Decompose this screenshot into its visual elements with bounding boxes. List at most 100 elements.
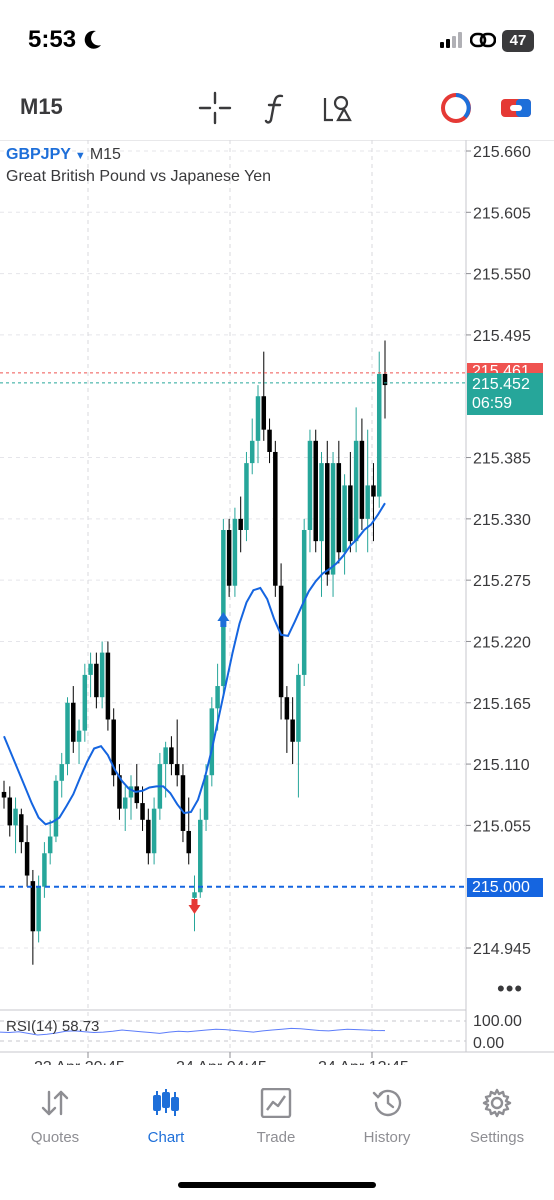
price-tick-label: 215.165 (473, 696, 531, 713)
rsi-tick-label: 0.00 (473, 1035, 504, 1052)
function-icon[interactable] (258, 90, 294, 126)
candle-body (36, 886, 41, 932)
price-chart[interactable]: 215.660 215.605 215.550 215.495 215.385 215.3… (0, 140, 554, 1065)
chart-toolbar: M15 (0, 80, 554, 138)
candle-body (284, 697, 290, 720)
tab-label: Trade (256, 1129, 296, 1146)
candle-body (359, 440, 365, 519)
candle-body (186, 830, 191, 854)
tab-quotes[interactable]: Quotes (5, 1088, 105, 1146)
rsi-line (0, 1027, 386, 1036)
candle-body (19, 814, 24, 843)
level-price-tag[interactable]: 215.000 (467, 878, 543, 897)
rsi-label: RSI(14) 58.73 (6, 1018, 99, 1035)
candle-body (111, 719, 116, 776)
symbol-description: Great British Pound vs Japanese Yen (6, 168, 272, 185)
bid-price: 215.452 (472, 376, 530, 393)
tab-label: History (363, 1129, 411, 1146)
candle-body (146, 819, 151, 854)
price-tick-label: 214.945 (473, 941, 531, 958)
candle-body (244, 463, 249, 530)
moon-icon (84, 30, 101, 49)
candle-body (42, 853, 47, 887)
status-time: 5:53 (28, 26, 77, 53)
candle-body (7, 797, 13, 826)
tab-history[interactable]: History (337, 1088, 437, 1146)
tab-chart[interactable]: Chart (116, 1088, 216, 1146)
timer-icon[interactable] (438, 90, 474, 126)
candle-body (198, 819, 203, 893)
candle-body (203, 775, 209, 820)
candle-body (174, 764, 180, 776)
price-tick-label: 215.660 (473, 144, 531, 161)
candle-body (88, 663, 93, 675)
price-tick-label: 215.330 (473, 512, 531, 529)
link-icon (470, 32, 496, 48)
bar-countdown: 06:59 (472, 395, 513, 412)
crosshair-icon[interactable] (197, 90, 233, 126)
candle-body (365, 485, 370, 519)
candle-body (325, 463, 330, 575)
candle-body (330, 463, 336, 575)
time-tick-label: 24 Apr 12:45 (318, 1059, 409, 1065)
timeframe-selector[interactable]: M15 (20, 94, 63, 119)
battery-indicator: 47 (502, 30, 534, 52)
candle-body (336, 463, 342, 553)
signal-icon (440, 32, 462, 48)
candle-body (249, 440, 255, 464)
candle-body (169, 747, 174, 765)
candle-body (261, 396, 267, 430)
candle-body (353, 440, 359, 542)
price-tick-label: 215.385 (473, 451, 531, 468)
trade-icon (260, 1087, 292, 1119)
tab-trade[interactable]: Trade (226, 1087, 326, 1146)
objects-icon[interactable] (320, 90, 356, 126)
caret-down-icon[interactable]: ▼ (74, 150, 86, 162)
candle-body (105, 652, 111, 720)
candle-body (30, 881, 36, 932)
buy-arrow-icon (217, 612, 230, 627)
tab-label: Chart (147, 1129, 185, 1146)
gear-icon (482, 1088, 512, 1118)
candle-body (319, 463, 324, 542)
home-indicator (178, 1182, 376, 1188)
candle-body (192, 892, 197, 898)
candle-body (278, 585, 284, 698)
candle-body (180, 775, 186, 831)
candle-body (76, 730, 82, 742)
moving-average-line (3, 502, 386, 826)
bid-price-tag: 215.452 06:59 (467, 373, 543, 415)
rsi-tick-label: 100.00 (473, 1013, 522, 1030)
candle-body (13, 808, 18, 826)
candle-body (348, 485, 353, 542)
candle-body (140, 803, 145, 820)
quotes-icon (41, 1090, 69, 1116)
candle-body (71, 702, 76, 742)
candle-body (313, 440, 318, 542)
price-tick-label: 215.220 (473, 634, 531, 651)
time-tick-label: 24 Apr 04:45 (176, 1059, 267, 1065)
candle-body (376, 373, 382, 497)
candle-body (151, 808, 157, 854)
symbol-name[interactable]: GBPJPY (6, 146, 71, 163)
candle-body (226, 529, 232, 586)
candle-body (307, 440, 313, 530)
candle-body (134, 786, 140, 804)
candle-body (59, 764, 64, 781)
candle-body (122, 797, 128, 809)
candle-body (267, 429, 272, 452)
candle-body (255, 396, 261, 441)
tab-bar: Quotes Chart Trade History (0, 1080, 554, 1200)
more-icon[interactable]: ••• (497, 976, 524, 1001)
candle-body (163, 747, 168, 765)
candle-body (94, 663, 99, 698)
trade-toggle-icon[interactable] (498, 90, 534, 126)
candle-body (1, 791, 7, 798)
symbol-timeframe: M15 (89, 146, 121, 163)
history-icon (372, 1089, 402, 1117)
status-bar: 5:53 47 (0, 0, 554, 80)
chart-area[interactable]: 215.660 215.605 215.550 215.495 215.385 215.3… (0, 140, 554, 1065)
candle-body (53, 780, 59, 837)
candle-body (209, 708, 215, 776)
tab-settings[interactable]: Settings (447, 1088, 547, 1146)
